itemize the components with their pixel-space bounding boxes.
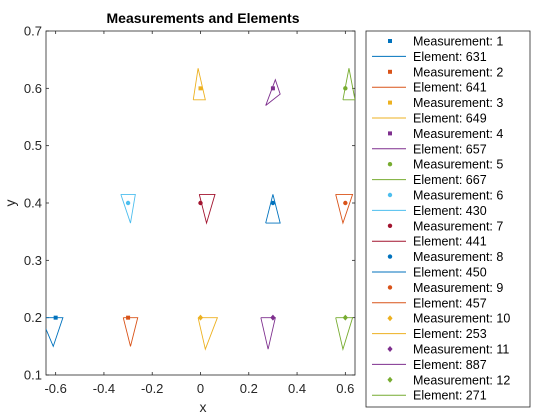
y-tick-label: 0.6 xyxy=(24,81,42,96)
legend-marker xyxy=(387,346,393,352)
legend-element-label: Element: 450 xyxy=(413,266,487,280)
legend-element-label: Element: 253 xyxy=(413,327,487,341)
legend-marker xyxy=(388,100,392,105)
measurement-point xyxy=(126,315,131,320)
axis-ticks: -0.6 -0.4 -0.2 0 0.2 0.4 0.6 0.1 0.2 0.3 0.4 0.5 0.6… xyxy=(24,24,355,396)
measurement-point xyxy=(197,314,204,321)
legend-marker xyxy=(387,223,393,228)
element-triangle xyxy=(192,68,206,101)
legend-box xyxy=(365,30,531,408)
legend-element-label: Element: 641 xyxy=(413,81,487,95)
legend-measurement-label: Measurement: 5 xyxy=(413,158,503,172)
element-triangle xyxy=(342,68,355,101)
legend-marker xyxy=(388,39,392,43)
measurement-point xyxy=(270,314,276,321)
legend-element-label: Element: 657 xyxy=(413,142,487,156)
legend-element-label: Element: 457 xyxy=(413,296,487,310)
y-axis-label: y xyxy=(2,200,18,207)
x-tick-label: -0.2 xyxy=(141,381,163,396)
element-triangle xyxy=(197,317,219,351)
element-triangle xyxy=(260,317,276,350)
y-tick-label: 0.7 xyxy=(24,24,42,39)
measurement-point xyxy=(270,86,275,91)
measurement-point xyxy=(270,200,276,206)
legend-element-label: Element: 667 xyxy=(413,173,487,187)
legend-measurement-label: Measurement: 10 xyxy=(413,312,510,326)
legend-element-label: Element: 649 xyxy=(413,112,487,126)
y-tick-label: 0.3 xyxy=(24,253,42,268)
legend-element-label: Element: 271 xyxy=(413,389,487,403)
legend-measurement-label: Measurement: 1 xyxy=(413,35,503,49)
measurement-point xyxy=(125,200,131,206)
x-tick-label: 0.4 xyxy=(288,381,306,396)
legend-marker xyxy=(388,69,392,74)
legend-marker xyxy=(387,376,393,383)
legend-measurement-label: Measurement: 11 xyxy=(413,343,509,357)
legend-measurement-label: Measurement: 2 xyxy=(413,65,503,79)
legend-measurement-label: Measurement: 8 xyxy=(413,250,503,264)
legend-measurement-label: Measurement: 6 xyxy=(413,189,503,203)
y-tick-label: 0.5 xyxy=(24,138,42,153)
plot-marks xyxy=(46,68,355,351)
x-tick-label: 0.6 xyxy=(336,381,354,396)
chart-title: Measurements and Elements xyxy=(107,10,300,26)
measurement-point xyxy=(198,200,203,206)
legend-element-label: Element: 631 xyxy=(413,50,487,64)
legend-marker xyxy=(387,254,393,259)
element-triangle xyxy=(198,193,216,225)
legend-element-label: Element: 441 xyxy=(413,235,487,249)
legend-marker xyxy=(387,192,393,198)
legend-measurement-label: Measurement: 3 xyxy=(413,96,503,110)
element-triangle xyxy=(120,193,136,224)
element-triangle xyxy=(265,78,281,106)
measurement-point xyxy=(342,314,348,321)
measurement-point xyxy=(198,86,203,91)
element-triangle xyxy=(265,194,281,224)
measurement-point xyxy=(343,200,348,206)
legend-marker xyxy=(388,131,392,136)
legend-marker xyxy=(387,285,393,290)
legend-measurement-label: Measurement: 9 xyxy=(413,281,503,295)
x-tick-label: 0 xyxy=(197,381,204,396)
legend-element-label: Element: 430 xyxy=(413,204,487,218)
element-triangle xyxy=(335,193,354,225)
element-triangle xyxy=(46,317,64,348)
legend-measurement-label: Measurement: 7 xyxy=(413,219,503,233)
legend-measurement-label: Measurement: 12 xyxy=(413,373,510,387)
y-tick-label: 0.1 xyxy=(24,368,42,383)
x-tick-label: -0.4 xyxy=(93,381,115,396)
legend-marker xyxy=(387,162,393,167)
measurement-point xyxy=(53,315,58,320)
legend-marker xyxy=(387,315,393,322)
legend-measurement-label: Measurement: 4 xyxy=(413,127,503,141)
legend-element-label: Element: 887 xyxy=(413,358,487,372)
x-tick-label: -0.6 xyxy=(44,381,66,396)
measurement-point xyxy=(343,86,348,91)
element-triangle xyxy=(122,317,139,347)
x-tick-label: 0.2 xyxy=(240,381,258,396)
y-tick-label: 0.2 xyxy=(24,310,42,325)
y-tick-label: 0.4 xyxy=(24,196,42,211)
x-axis-label: x xyxy=(200,399,207,415)
